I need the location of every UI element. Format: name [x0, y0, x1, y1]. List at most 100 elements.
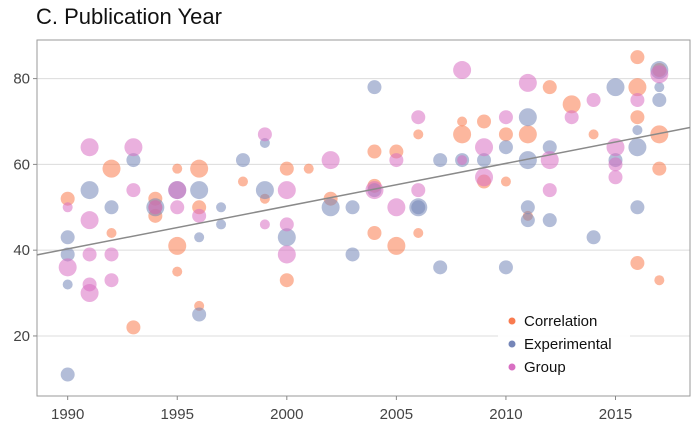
legend-label: Experimental — [524, 336, 612, 353]
experimental-point — [498, 140, 513, 155]
legend-marker — [508, 340, 516, 348]
experimental-point — [80, 181, 99, 200]
group-point — [257, 127, 272, 142]
group-point — [277, 181, 296, 200]
group-point — [387, 198, 406, 217]
correlation-point — [172, 163, 183, 174]
experimental-point — [518, 151, 537, 170]
experimental-point — [277, 228, 296, 247]
experimental-point — [345, 200, 360, 215]
correlation-point — [387, 236, 406, 255]
correlation-point — [413, 129, 424, 140]
group-point — [82, 247, 97, 262]
group-point — [498, 110, 513, 125]
group-point — [475, 138, 494, 157]
group-point — [564, 110, 579, 125]
experimental-point — [104, 200, 119, 215]
group-point — [80, 284, 99, 303]
y-tick-label: 20 — [13, 328, 30, 345]
group-point — [279, 217, 294, 232]
group-point — [457, 155, 468, 166]
experimental-point — [192, 307, 207, 322]
correlation-point — [126, 320, 141, 335]
correlation-point — [652, 161, 667, 176]
correlation-point — [60, 191, 75, 206]
correlation-point — [588, 129, 599, 140]
correlation-point — [562, 95, 581, 114]
experimental-point — [345, 247, 360, 262]
experimental-point — [433, 260, 448, 275]
correlation-point — [367, 144, 382, 159]
correlation-point — [654, 275, 665, 286]
correlation-point — [106, 228, 117, 239]
group-point — [259, 219, 270, 230]
correlation-point — [630, 110, 645, 125]
legend-marker — [508, 317, 516, 325]
x-tick-label: 2000 — [270, 406, 303, 423]
trend-line — [36, 126, 691, 256]
group-point — [475, 168, 494, 187]
correlation-point — [457, 116, 468, 127]
experimental-point — [367, 80, 382, 95]
experimental-point — [628, 138, 647, 157]
correlation-point — [650, 125, 669, 144]
correlation-point — [367, 226, 382, 241]
correlation-point — [518, 125, 537, 144]
group-point — [321, 151, 340, 170]
experimental-point — [235, 153, 250, 168]
experimental-point — [126, 153, 141, 168]
correlation-point — [628, 78, 647, 97]
experimental-point — [194, 232, 205, 243]
experimental-point — [60, 247, 75, 262]
group-point — [608, 170, 623, 185]
group-point — [168, 181, 187, 200]
x-tick-label: 1990 — [51, 406, 84, 423]
group-point — [104, 247, 119, 262]
correlation-point — [498, 127, 513, 142]
x-tick-label: 2010 — [489, 406, 522, 423]
experimental-point — [498, 260, 513, 275]
group-point — [126, 183, 141, 198]
group-point — [58, 258, 77, 277]
experimental-point — [190, 181, 209, 200]
experimental-point — [630, 200, 645, 215]
plot-border — [36, 39, 691, 397]
group-point — [104, 273, 119, 288]
correlation-point — [413, 228, 424, 239]
group-point — [124, 138, 143, 157]
legend-marker — [508, 363, 516, 371]
experimental-point — [542, 213, 557, 228]
correlation-point — [477, 114, 492, 129]
experimental-point — [520, 213, 535, 228]
experimental-point — [60, 230, 75, 245]
correlation-point — [500, 176, 511, 187]
group-point — [542, 183, 557, 198]
experimental-point — [62, 279, 73, 290]
experimental-point — [477, 153, 492, 168]
experimental-point — [606, 78, 625, 97]
correlation-point — [168, 236, 187, 255]
experimental-point — [216, 202, 227, 213]
legend-background — [498, 306, 630, 381]
group-point — [148, 200, 163, 215]
correlation-point — [453, 125, 472, 144]
group-point — [62, 202, 73, 213]
experimental-point — [654, 82, 665, 93]
group-point — [518, 73, 537, 92]
correlation-point — [279, 273, 294, 288]
correlation-point — [542, 80, 557, 95]
correlation-point — [630, 256, 645, 271]
group-point — [411, 110, 426, 125]
experimental-point — [216, 219, 227, 230]
group-point — [277, 245, 296, 264]
group-point — [170, 200, 185, 215]
group-point — [389, 153, 404, 168]
legend-label: Group — [524, 359, 566, 376]
x-tick-label: 2015 — [599, 406, 632, 423]
group-point — [608, 157, 623, 172]
correlation-point — [172, 266, 183, 277]
experimental-point — [520, 200, 535, 215]
group-point — [586, 93, 601, 108]
y-tick-label: 60 — [13, 156, 30, 173]
